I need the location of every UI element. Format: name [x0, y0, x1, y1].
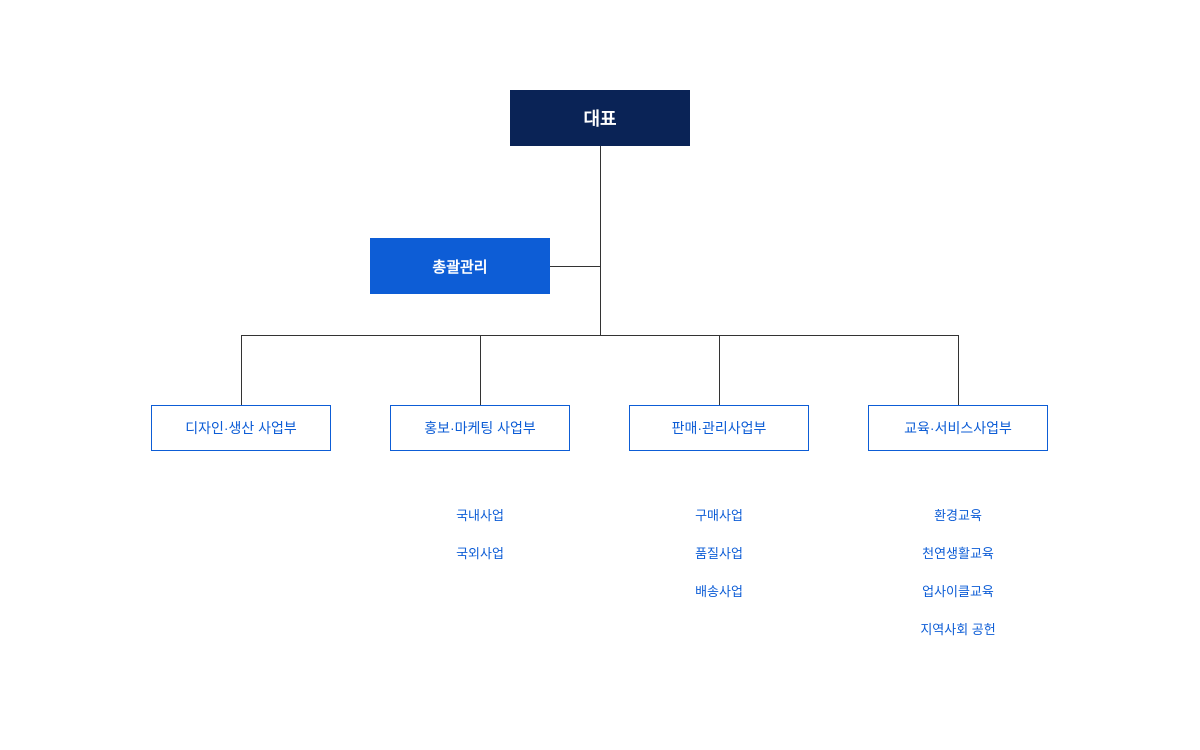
dept-1-sub-1: 국외사업 — [390, 543, 570, 562]
dept-3-sub-1: 천연생활교육 — [868, 543, 1048, 562]
org-root-node: 대표 — [510, 90, 690, 146]
connector-line — [480, 335, 481, 405]
dept-2-sub-1: 품질사업 — [629, 543, 809, 562]
dept-node-2: 판매·관리사업부 — [629, 405, 809, 451]
connector-line — [958, 335, 959, 405]
dept-1-sub-0: 국내사업 — [390, 505, 570, 524]
connector-line — [550, 266, 600, 267]
connector-line — [241, 335, 958, 336]
dept-2-sub-0: 구매사업 — [629, 505, 809, 524]
dept-node-3: 교육·서비스사업부 — [868, 405, 1048, 451]
dept-label: 디자인·생산 사업부 — [185, 418, 297, 438]
dept-label: 판매·관리사업부 — [672, 418, 767, 438]
dept-label: 교육·서비스사업부 — [904, 418, 1012, 438]
org-manager-label: 총괄관리 — [432, 256, 487, 277]
dept-node-0: 디자인·생산 사업부 — [151, 405, 331, 451]
dept-node-1: 홍보·마케팅 사업부 — [390, 405, 570, 451]
connector-line — [600, 146, 601, 335]
connector-line — [241, 335, 242, 405]
connector-line — [719, 335, 720, 405]
dept-3-sub-2: 업사이클교육 — [868, 581, 1048, 600]
dept-3-sub-3: 지역사회 공헌 — [868, 619, 1048, 638]
dept-2-sub-2: 배송사업 — [629, 581, 809, 600]
org-manager-node: 총괄관리 — [370, 238, 550, 294]
dept-3-sub-0: 환경교육 — [868, 505, 1048, 524]
dept-label: 홍보·마케팅 사업부 — [424, 418, 536, 438]
org-root-label: 대표 — [583, 105, 616, 131]
